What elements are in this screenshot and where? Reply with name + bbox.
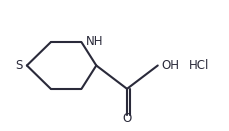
Text: OH: OH bbox=[161, 59, 179, 72]
Text: O: O bbox=[122, 112, 132, 125]
Text: HCl: HCl bbox=[188, 59, 209, 72]
Text: NH: NH bbox=[86, 35, 104, 48]
Text: S: S bbox=[15, 59, 22, 72]
